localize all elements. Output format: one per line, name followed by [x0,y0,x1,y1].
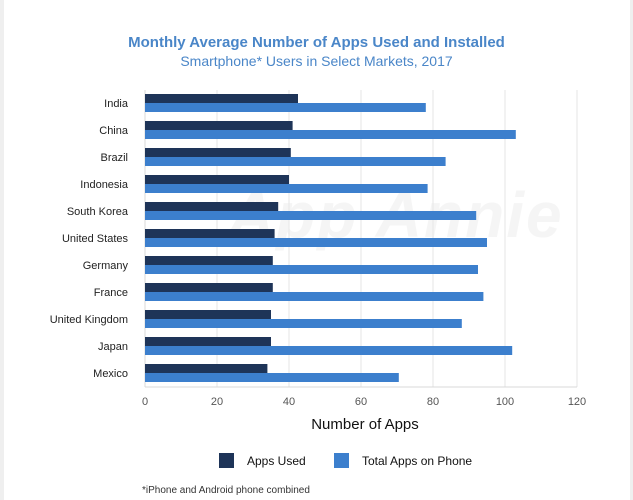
x-tick-label: 0 [142,396,148,408]
legend-swatch-apps-used [219,453,234,468]
bar-total-apps [145,130,516,139]
bar-total-apps [145,211,477,220]
bar-apps-used [145,148,291,157]
x-tick-label: 120 [568,396,586,408]
bar-apps-used [145,256,273,265]
bar-apps-used [145,310,271,319]
y-tick-label: Mexico [93,368,128,380]
y-tick-label: China [99,125,129,137]
x-tick-label: 80 [427,396,439,408]
chart-title: Monthly Average Number of Apps Used and … [128,34,505,51]
bar-total-apps [145,292,484,301]
y-tick-label: Brazil [100,152,128,164]
bar-total-apps [145,346,513,355]
legend-item-apps-used: Apps Used [219,453,306,468]
y-tick-label: India [104,98,129,110]
chart-subtitle: Smartphone* Users in Select Markets, 201… [180,53,453,69]
y-tick-label: South Korea [67,206,129,218]
y-tick-label: United States [62,233,129,245]
bar-total-apps [145,319,462,328]
bar-apps-used [145,337,271,346]
bar-apps-used [145,283,273,292]
legend-label-total-apps: Total Apps on Phone [362,453,473,468]
bar-total-apps [145,265,478,274]
y-tick-label: United Kingdom [50,314,128,326]
y-tick-label: France [94,287,128,299]
bar-apps-used [145,202,279,211]
bar-total-apps [145,157,446,166]
x-tick-label: 40 [283,396,295,408]
bar-total-apps [145,373,399,382]
x-tick-label: 20 [211,396,223,408]
y-tick-label: Japan [98,341,128,353]
bar-total-apps [145,184,428,193]
bar-apps-used [145,364,268,373]
legend-item-total-apps: Total Apps on Phone [334,453,472,468]
bar-total-apps [145,103,426,112]
bar-apps-used [145,121,293,130]
x-axis-label: Number of Apps [311,416,419,433]
x-tick-label: 60 [355,396,367,408]
bar-apps-used [145,94,298,103]
bar-apps-used [145,229,275,238]
x-tick-label: 100 [496,396,514,408]
bar-apps-used [145,175,289,184]
window-frame-right [630,0,633,500]
y-tick-label: Indonesia [80,179,129,191]
y-tick-label: Germany [83,260,129,272]
bar-total-apps [145,238,487,247]
legend-label-apps-used: Apps Used [247,453,306,468]
legend-swatch-total-apps [334,453,349,468]
window-frame-left [0,0,4,500]
footnote: *iPhone and Android phone combined [142,485,310,496]
